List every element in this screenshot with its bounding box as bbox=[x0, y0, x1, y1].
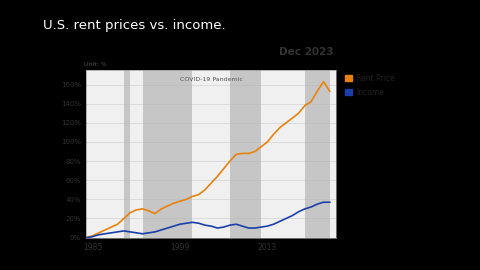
Text: Dec 2023: Dec 2023 bbox=[279, 47, 334, 57]
Bar bbox=[311, 70, 330, 238]
Text: U.S. rent prices vs. income.: U.S. rent prices vs. income. bbox=[43, 19, 226, 32]
Text: COVID-19 Pandemic: COVID-19 Pandemic bbox=[180, 77, 242, 82]
Bar bbox=[230, 70, 242, 238]
Bar bbox=[143, 70, 192, 238]
Bar bbox=[124, 70, 130, 238]
Bar bbox=[242, 70, 261, 238]
Bar bbox=[305, 70, 311, 238]
Legend: Rent Price, Income: Rent Price, Income bbox=[345, 74, 395, 97]
Text: Unit: %: Unit: % bbox=[84, 62, 107, 67]
